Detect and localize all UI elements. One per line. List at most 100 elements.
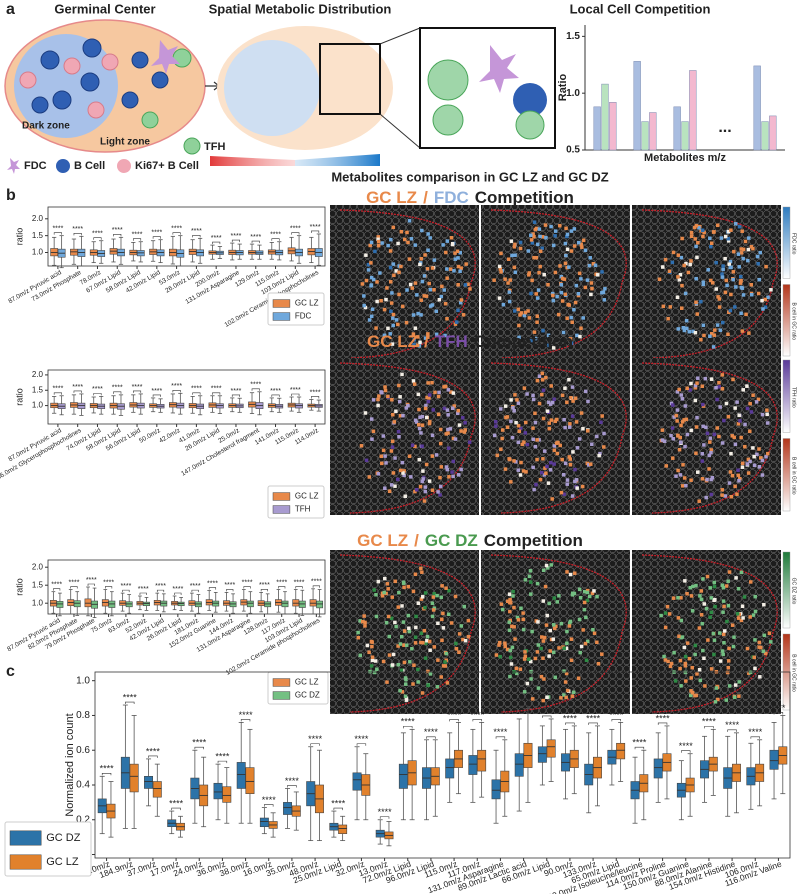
cell-dot <box>574 420 579 424</box>
cell-dot <box>570 320 574 325</box>
sig-bracket <box>312 585 320 588</box>
cell-dot <box>690 609 695 613</box>
cell-dot <box>556 312 561 317</box>
cell-dot <box>755 452 759 457</box>
cell-dot <box>720 373 725 377</box>
cell-dot <box>406 613 411 618</box>
y-tick-label: 2.0 <box>32 562 44 571</box>
cell-dot <box>682 476 687 480</box>
significance: **** <box>290 226 301 233</box>
cell-dot <box>549 384 553 388</box>
cell-dot <box>527 657 531 661</box>
cell-dot <box>550 291 555 296</box>
cell-dot <box>423 336 428 340</box>
cell-dot <box>570 494 575 498</box>
legend-label: B Cell <box>74 160 105 172</box>
cell-dot <box>590 591 595 596</box>
cell-dot <box>683 661 688 666</box>
cell-dot <box>514 420 518 425</box>
cell-dot <box>416 601 421 605</box>
cell-dot <box>393 579 398 584</box>
cell-dot <box>579 326 583 330</box>
cell-dot <box>722 640 726 645</box>
cell-dot <box>602 298 607 302</box>
cell-dot <box>697 668 702 672</box>
cell-dot <box>746 258 750 263</box>
cell-dot <box>700 384 705 389</box>
cell-dot <box>441 611 445 616</box>
cell-dot <box>401 471 405 475</box>
cell-dot <box>551 243 556 248</box>
cell-dot <box>412 663 416 667</box>
cell-dot <box>398 468 403 473</box>
cell-dot <box>713 328 717 332</box>
cell-dot <box>579 277 583 281</box>
cell-dot <box>725 619 729 624</box>
tissue-image <box>632 205 781 360</box>
cell-dot <box>363 624 367 628</box>
cell-dot <box>511 594 515 598</box>
cell-dot <box>446 413 450 417</box>
significance: **** <box>132 384 143 391</box>
zoom-box <box>319 43 381 115</box>
cell-dot <box>584 389 588 394</box>
cell-dot <box>739 435 743 440</box>
cell-dot <box>455 411 460 416</box>
significance: **** <box>52 226 63 233</box>
cell-dot <box>559 290 564 295</box>
sig-bracket <box>271 238 280 241</box>
cell-dot <box>679 393 684 397</box>
cell-dot <box>680 635 685 639</box>
box <box>769 749 779 770</box>
significance: **** <box>563 713 578 723</box>
cell-dot <box>701 402 705 407</box>
legend-label: GC DZ <box>46 832 80 844</box>
cell-dot <box>541 698 545 703</box>
cell-dot <box>517 335 521 340</box>
cell-dot <box>702 230 706 235</box>
cell-dot <box>499 251 503 256</box>
cell-dot <box>590 442 594 447</box>
cell-dot <box>430 488 435 492</box>
significance: **** <box>72 226 83 233</box>
sig-bracket <box>704 726 714 729</box>
cell-dot <box>402 629 407 633</box>
cell-dot <box>574 283 579 288</box>
cell-dot <box>764 455 768 459</box>
cell-dot <box>373 659 378 663</box>
cell-dot <box>389 280 393 284</box>
cell-dot <box>444 658 449 662</box>
cell-dot <box>394 409 398 413</box>
cell-dot <box>381 448 386 453</box>
cell-dot <box>533 336 538 341</box>
cell-dot <box>436 412 441 417</box>
cell-dot <box>683 291 688 296</box>
cell-dot <box>458 251 463 255</box>
cell-dot <box>386 587 390 591</box>
cell-dot <box>514 666 519 671</box>
cell-dot <box>420 444 424 448</box>
cell-dot <box>569 637 574 641</box>
cell-dot <box>521 611 525 615</box>
cell-dot <box>513 637 517 641</box>
cell-dot <box>456 283 460 287</box>
cell-dot <box>602 431 606 436</box>
significance: **** <box>112 385 123 392</box>
cell-dot <box>688 585 692 590</box>
cell-dot <box>514 460 518 464</box>
cell-dot <box>741 388 746 392</box>
sig-bracket <box>191 589 199 593</box>
cell-dot <box>527 574 532 579</box>
cell-dot <box>696 376 700 380</box>
cell-dot <box>730 434 734 438</box>
sig-bracket <box>87 583 95 586</box>
colorbar <box>782 284 791 357</box>
cell-dot <box>538 249 543 253</box>
cell-dot <box>666 659 670 664</box>
cell-dot <box>723 629 727 633</box>
cell-dot <box>746 457 751 462</box>
cell-dot <box>434 453 439 457</box>
cell-dot <box>558 443 562 448</box>
cell-dot <box>498 654 502 659</box>
cell-dot <box>537 270 541 275</box>
